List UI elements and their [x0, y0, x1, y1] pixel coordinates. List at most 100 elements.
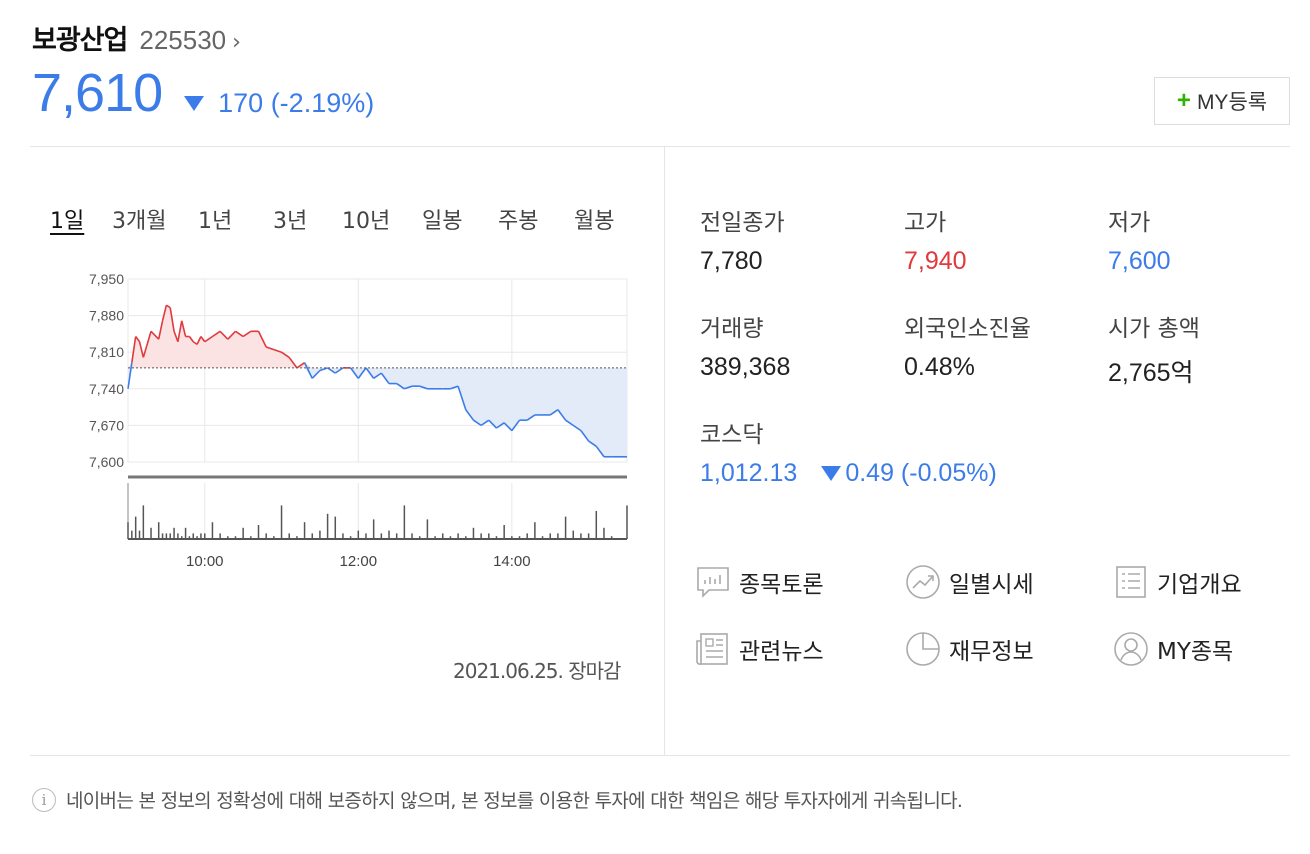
plus-icon: +: [1176, 87, 1191, 114]
tab-daily-candle[interactable]: 일봉: [422, 209, 463, 234]
link-daily-price[interactable]: 일별시세: [903, 562, 1034, 602]
price-line-segment: [588, 440, 597, 447]
price-line-segment: [200, 336, 206, 343]
intraday-chart[interactable]: 7,950 7,880 7,810 7,740 7,670 7,600 10:00 12:00…: [70, 258, 640, 578]
up-area: [128, 305, 627, 368]
chevron-right-icon[interactable]: ›: [232, 30, 241, 55]
price-line-segment: [157, 320, 164, 340]
price-line-segment: [227, 330, 237, 340]
price-line-segment: [526, 414, 536, 421]
price-change: 170 (-2.19%): [184, 88, 374, 119]
stat-kosdaq[interactable]: 코스닥 1,012.13 0.49 (-0.05%): [700, 415, 1100, 488]
stat-value: 0.48%: [904, 353, 975, 381]
link-news[interactable]: 관련뉴스: [693, 629, 824, 669]
link-label: MY종목: [1157, 639, 1234, 665]
divider-vertical: [664, 147, 665, 755]
link-my-stocks[interactable]: MY종목: [1111, 629, 1233, 669]
x-tick-label: 14:00: [493, 553, 531, 570]
price-line-segment: [288, 356, 298, 369]
news-icon: [693, 629, 733, 669]
link-label: 기업개요: [1157, 572, 1242, 598]
y-tick-label: 7,950: [89, 271, 124, 287]
price-line-segment: [265, 346, 275, 351]
stat-label: 저가: [1108, 210, 1151, 236]
price-line-segment: [465, 409, 475, 421]
current-price: 7,610: [32, 63, 163, 123]
price-line-segment: [396, 382, 405, 390]
stat-label: 고가: [904, 210, 947, 236]
price-line-segment: [488, 419, 498, 429]
down-arrow-icon: [184, 96, 205, 111]
tab-weekly-candle[interactable]: 주봉: [498, 209, 539, 234]
price-line-segment: [365, 367, 375, 379]
my-register-button[interactable]: + MY등록: [1154, 77, 1290, 125]
kosdaq-change: 0.49 (-0.05%): [845, 459, 997, 487]
price-line-segment: [196, 336, 202, 345]
my-register-label: MY등록: [1196, 91, 1268, 114]
price-line-segment: [450, 385, 459, 390]
y-tick-label: 7,740: [89, 381, 124, 397]
price-line-segment: [127, 362, 133, 389]
stock-name[interactable]: 보광산업: [32, 25, 128, 56]
price-line-segment: [503, 422, 513, 432]
price-line-segment: [169, 307, 175, 332]
price-line-segment: [161, 304, 168, 322]
disclaimer: i 네이버는 본 정보의 정확성에 대해 보증하지 않으며, 본 정보를 이용한…: [32, 786, 963, 813]
price-line-segment: [319, 367, 328, 372]
price-line-segment: [595, 445, 605, 458]
price-line-segment: [327, 367, 336, 374]
stat-low: 저가 7,600: [1108, 203, 1308, 276]
price-line-segment: [549, 409, 559, 416]
price-line-segment: [373, 372, 382, 380]
stock-code[interactable]: 225530: [139, 25, 227, 55]
stat-value: 7,940: [904, 247, 967, 275]
price-line-segment: [135, 336, 141, 343]
tab-monthly-candle[interactable]: 월봉: [574, 209, 615, 234]
price-line-segment: [511, 419, 521, 432]
x-tick-label: 10:00: [186, 553, 224, 570]
price-line-segment: [131, 336, 137, 363]
price-line-segment: [180, 320, 187, 337]
price-line-segment: [150, 330, 160, 340]
y-tick-label: 7,880: [89, 308, 124, 324]
link-label: 재무정보: [949, 639, 1034, 665]
link-financials[interactable]: 재무정보: [903, 629, 1034, 669]
link-company-overview[interactable]: 기업개요: [1111, 562, 1242, 602]
price-line-segment: [480, 419, 490, 427]
link-label: 종목토론: [739, 572, 824, 598]
disclaimer-text: 네이버는 본 정보의 정확성에 대해 보증하지 않으며, 본 정보를 이용한 투…: [66, 790, 963, 812]
stock-header: 보광산업 225530 › 7,610 170 (-2.19%) + MY등록: [32, 18, 1292, 138]
kosdaq-value-row: 1,012.13 0.49 (-0.05%): [700, 459, 1100, 488]
price-line-segment: [211, 330, 221, 338]
divider-top: [30, 146, 1290, 147]
price-line-segment: [557, 409, 567, 421]
price-line-segment: [311, 369, 321, 379]
price-line-segment: [173, 331, 179, 343]
tab-1year[interactable]: 1년: [198, 209, 233, 234]
price-line-segment: [219, 330, 229, 340]
tab-3month[interactable]: 3개월: [112, 209, 167, 234]
tab-10year[interactable]: 10년: [342, 209, 391, 234]
price-line-segment: [177, 320, 183, 342]
link-discussion[interactable]: 종목토론: [693, 562, 824, 602]
stat-prev-close: 전일종가 7,780: [700, 203, 900, 276]
price-line-segment: [457, 385, 467, 410]
stat-label: 외국인소진율: [904, 316, 1031, 342]
price-change-value: 170 (-2.19%): [218, 88, 375, 118]
price-line-segment: [281, 351, 290, 359]
price-line-segment: [296, 361, 306, 369]
user-icon: [1111, 629, 1151, 669]
pie-icon: [903, 629, 943, 669]
price-line-segment: [404, 385, 413, 390]
y-tick-label: 7,670: [89, 417, 124, 433]
price-line-segment: [334, 367, 344, 374]
link-label: 관련뉴스: [739, 639, 824, 665]
price-line-segment: [165, 304, 171, 309]
tab-1day[interactable]: 1일: [50, 209, 85, 234]
price-line-segment: [473, 419, 482, 427]
price-line-segment: [565, 419, 574, 427]
down-arrow-icon: [821, 466, 842, 481]
tab-3year[interactable]: 3년: [273, 209, 308, 234]
stat-label: 코스닥: [700, 422, 764, 448]
stat-volume: 거래량 389,368: [700, 309, 900, 382]
